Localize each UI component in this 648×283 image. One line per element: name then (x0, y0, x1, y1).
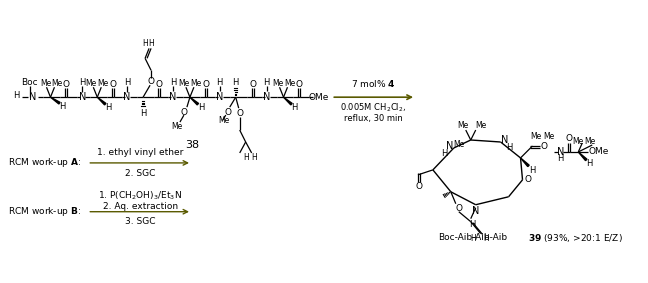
Text: reflux, 30 min: reflux, 30 min (344, 113, 402, 123)
Text: O: O (148, 77, 155, 86)
Text: N: N (446, 141, 454, 151)
Polygon shape (284, 97, 292, 105)
Text: Me: Me (272, 79, 283, 88)
Text: 38: 38 (185, 140, 199, 150)
Text: O: O (180, 108, 187, 117)
Text: H: H (14, 91, 20, 100)
Polygon shape (97, 97, 106, 105)
Text: $\mathbf{39}$ (93%, >20:1 E/Z): $\mathbf{39}$ (93%, >20:1 E/Z) (528, 231, 623, 244)
Text: O: O (296, 80, 303, 89)
Text: O: O (541, 142, 548, 151)
Text: Me: Me (98, 79, 109, 88)
Text: O: O (525, 175, 532, 184)
Text: OMe: OMe (308, 93, 329, 102)
Text: N: N (216, 92, 224, 102)
Text: H: H (557, 155, 564, 163)
Text: H: H (233, 78, 239, 87)
Text: Me: Me (475, 121, 486, 130)
Text: 2. Aq. extraction: 2. Aq. extraction (102, 202, 178, 211)
Text: OMe: OMe (588, 147, 608, 156)
Text: Me: Me (51, 79, 62, 88)
Text: N: N (169, 92, 177, 102)
Text: RCM work-up $\mathbf{B}$:: RCM work-up $\mathbf{B}$: (8, 205, 81, 218)
Text: RCM work-up $\mathbf{A}$:: RCM work-up $\mathbf{A}$: (8, 156, 81, 170)
Text: Boc: Boc (21, 78, 38, 87)
Text: N: N (501, 135, 508, 145)
Text: H: H (140, 109, 146, 118)
Text: H: H (506, 143, 513, 153)
Text: O: O (566, 134, 573, 143)
Text: O: O (237, 109, 243, 118)
Text: Me: Me (543, 132, 554, 141)
Text: N: N (29, 92, 36, 102)
Text: N: N (263, 92, 270, 102)
Text: O: O (156, 80, 163, 89)
Polygon shape (51, 97, 60, 104)
Text: H: H (483, 234, 489, 243)
Text: N: N (78, 92, 86, 102)
Text: 2. SGC: 2. SGC (125, 169, 156, 178)
Text: 7 mol% $\mathbf{4}$: 7 mol% $\mathbf{4}$ (351, 78, 395, 89)
Text: Me: Me (218, 115, 229, 125)
Text: 0.005M CH$_2$Cl$_2$,: 0.005M CH$_2$Cl$_2$, (340, 102, 406, 114)
Polygon shape (190, 97, 198, 105)
Text: H: H (529, 166, 536, 175)
Text: O: O (456, 204, 462, 213)
Text: N: N (557, 147, 564, 157)
Text: H: H (216, 78, 223, 87)
Polygon shape (578, 152, 587, 161)
Text: Me: Me (40, 79, 51, 88)
Text: N: N (124, 92, 131, 102)
Text: H: H (170, 78, 176, 87)
Text: N: N (472, 206, 480, 216)
Text: 1. P(CH$_2$OH)$_3$/Et$_3$N: 1. P(CH$_2$OH)$_3$/Et$_3$N (98, 190, 182, 202)
Text: O: O (224, 108, 231, 117)
Text: Me: Me (584, 136, 596, 145)
Text: H: H (586, 159, 592, 168)
Text: H: H (441, 149, 447, 158)
Text: H: H (79, 78, 86, 87)
Text: H: H (470, 234, 476, 243)
Text: H: H (59, 102, 65, 111)
Text: O: O (63, 80, 70, 89)
Text: H: H (263, 78, 270, 87)
Text: Me: Me (453, 140, 465, 149)
Text: Me: Me (457, 121, 469, 130)
Text: Me: Me (86, 79, 97, 88)
Text: Me: Me (284, 79, 295, 88)
Text: O: O (415, 182, 422, 191)
Text: Me: Me (530, 132, 541, 141)
Text: Boc-Aib-Aib-Aib: Boc-Aib-Aib-Aib (438, 233, 507, 242)
Text: Me: Me (178, 79, 190, 88)
Text: O: O (202, 80, 209, 89)
Text: 3. SGC: 3. SGC (125, 217, 156, 226)
Polygon shape (520, 158, 529, 167)
Text: H: H (292, 103, 297, 112)
Text: H: H (243, 153, 249, 162)
Text: Me: Me (171, 122, 183, 130)
Text: H: H (142, 39, 148, 48)
Text: H: H (148, 39, 154, 48)
Text: H: H (198, 103, 204, 112)
Text: Me: Me (191, 79, 202, 88)
Text: O: O (110, 80, 117, 89)
Text: H: H (251, 153, 257, 162)
Text: H: H (105, 103, 111, 112)
Text: 1. ethyl vinyl ether: 1. ethyl vinyl ether (97, 149, 183, 157)
Text: Me: Me (573, 136, 584, 145)
Text: O: O (249, 80, 256, 89)
Text: H: H (124, 78, 130, 87)
Text: H: H (470, 220, 476, 229)
